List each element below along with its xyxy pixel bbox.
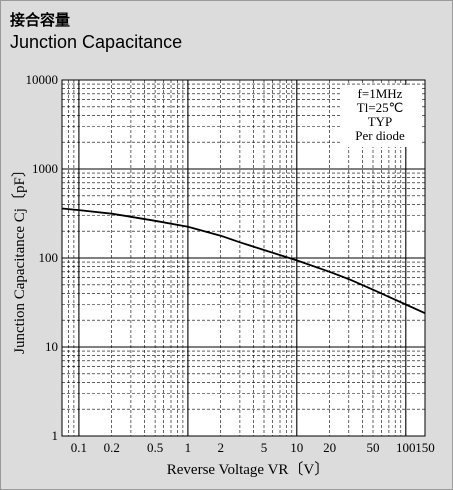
x-tick-label: 1 — [185, 440, 192, 455]
y-tick-label: 100 — [39, 250, 59, 265]
annotation-box — [340, 85, 420, 147]
condition-annotation: TYP — [368, 114, 393, 129]
x-tick-label: 100 — [396, 440, 416, 455]
chart-title-japanese: 接合容量 — [10, 11, 71, 29]
capacitance-curve — [61, 207, 426, 315]
y-tick-label: 10 — [45, 339, 58, 354]
x-tick-label: 2 — [217, 440, 224, 455]
y-tick-label: 1000 — [32, 161, 58, 176]
chart-title-english: Junction Capacitance — [10, 32, 183, 52]
x-tick-label: 50 — [367, 440, 380, 455]
condition-annotation: Per diode — [355, 128, 405, 143]
series-layer — [61, 207, 426, 315]
condition-annotation: f=1MHz — [358, 86, 403, 101]
x-tick-label: 0.2 — [104, 440, 120, 455]
x-tick-label: 0.1 — [71, 440, 87, 455]
x-tick-label: 10 — [290, 440, 303, 455]
x-tick-label: 150 — [415, 440, 435, 455]
x-tick-label: 0.5 — [147, 440, 163, 455]
x-axis-label: Reverse Voltage VR〔V〕 — [167, 461, 330, 478]
x-tick-label: 5 — [261, 440, 268, 455]
grid-lines — [62, 80, 425, 436]
y-axis-label: Junction Capacitance Cj〔pF〕 — [11, 162, 28, 354]
y-tick-label: 10000 — [26, 72, 59, 87]
x-tick-label: 20 — [323, 440, 336, 455]
y-tick-label: 1 — [52, 428, 59, 443]
condition-annotation: Tl=25℃ — [357, 100, 403, 115]
